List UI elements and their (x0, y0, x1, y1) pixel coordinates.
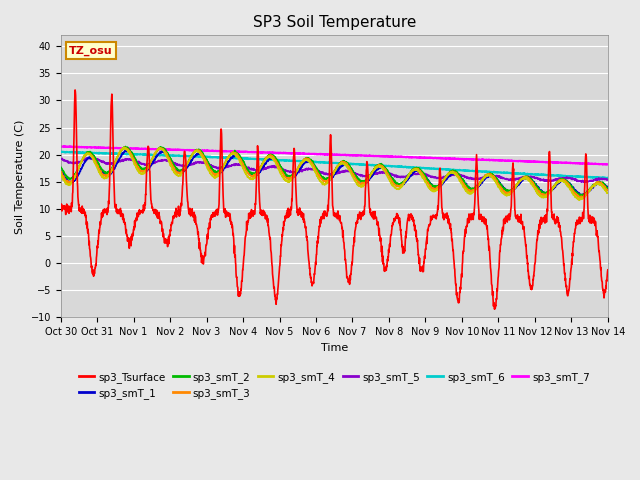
sp3_smT_3 (604, 188, 612, 193)
Line: sp3_smT_1: sp3_smT_1 (61, 150, 608, 196)
sp3_smT_3 (571, 190, 579, 196)
sp3_smT_3 (493, 179, 501, 185)
sp3_Tsurface (71, 87, 79, 93)
Legend: sp3_Tsurface, sp3_smT_1, sp3_smT_2, sp3_smT_3, sp3_smT_4, sp3_smT_5, sp3_smT_6, : sp3_Tsurface, sp3_smT_1, sp3_smT_2, sp3_… (74, 368, 594, 403)
sp3_Tsurface (604, 267, 612, 273)
sp3_smT_2 (604, 186, 612, 192)
sp3_smT_3 (556, 177, 563, 183)
sp3_smT_6 (601, 175, 609, 181)
sp3_smT_4 (604, 190, 612, 196)
sp3_smT_5 (581, 179, 589, 185)
sp3_smT_6 (210, 154, 218, 160)
sp3_Tsurface (362, 177, 370, 183)
sp3_smT_2 (556, 178, 563, 183)
sp3_smT_2 (122, 144, 129, 149)
sp3_smT_2 (579, 193, 586, 199)
sp3_Tsurface (491, 306, 499, 312)
sp3_smT_1 (210, 169, 218, 175)
sp3_smT_6 (362, 162, 370, 168)
sp3_smT_7 (350, 152, 358, 158)
Line: sp3_smT_2: sp3_smT_2 (61, 146, 608, 196)
sp3_smT_6 (604, 175, 612, 180)
sp3_smT_5 (604, 177, 612, 182)
sp3_smT_4 (493, 182, 501, 188)
Line: sp3_smT_3: sp3_smT_3 (61, 147, 608, 198)
sp3_smT_7 (604, 162, 612, 168)
sp3_smT_3 (362, 179, 370, 185)
sp3_smT_3 (210, 171, 218, 177)
sp3_smT_7 (556, 160, 563, 166)
sp3_smT_2 (350, 170, 358, 176)
sp3_smT_7 (60, 144, 67, 149)
sp3_smT_7 (57, 144, 65, 149)
sp3_smT_3 (579, 195, 586, 201)
sp3_smT_4 (210, 174, 218, 180)
sp3_Tsurface (556, 223, 564, 228)
sp3_smT_7 (604, 162, 611, 168)
sp3_smT_4 (362, 180, 370, 186)
sp3_smT_1 (556, 179, 563, 185)
sp3_smT_5 (87, 155, 95, 160)
sp3_smT_5 (350, 170, 358, 176)
X-axis label: Time: Time (321, 343, 348, 353)
sp3_smT_6 (57, 149, 65, 155)
sp3_Tsurface (572, 226, 579, 232)
sp3_smT_7 (210, 148, 218, 154)
sp3_smT_6 (493, 169, 501, 175)
sp3_smT_1 (57, 168, 65, 173)
sp3_smT_5 (210, 163, 218, 169)
sp3_smT_7 (493, 157, 501, 163)
sp3_Tsurface (493, 285, 501, 290)
sp3_smT_3 (57, 169, 65, 175)
Line: sp3_smT_7: sp3_smT_7 (61, 146, 608, 165)
sp3_smT_3 (120, 144, 128, 150)
sp3_smT_1 (362, 180, 370, 185)
sp3_smT_1 (350, 171, 358, 177)
sp3_smT_1 (578, 193, 586, 199)
sp3_Tsurface (57, 202, 65, 208)
sp3_smT_5 (556, 176, 563, 181)
sp3_Tsurface (350, 235, 358, 240)
sp3_smT_5 (57, 156, 65, 162)
Title: SP3 Soil Temperature: SP3 Soil Temperature (253, 15, 416, 30)
sp3_smT_2 (210, 168, 218, 174)
sp3_smT_1 (604, 185, 612, 191)
sp3_smT_5 (493, 173, 501, 179)
sp3_smT_2 (493, 177, 501, 182)
Y-axis label: Soil Temperature (C): Soil Temperature (C) (15, 119, 25, 233)
Line: sp3_smT_5: sp3_smT_5 (61, 157, 608, 182)
sp3_smT_4 (120, 145, 127, 151)
sp3_smT_5 (571, 176, 579, 182)
Line: sp3_Tsurface: sp3_Tsurface (61, 90, 608, 309)
sp3_smT_2 (571, 189, 579, 194)
sp3_smT_2 (362, 177, 370, 182)
sp3_smT_4 (556, 179, 563, 184)
sp3_smT_7 (362, 153, 370, 159)
sp3_smT_1 (123, 147, 131, 153)
sp3_smT_4 (571, 193, 579, 199)
sp3_smT_2 (57, 165, 65, 170)
sp3_smT_4 (57, 171, 65, 177)
sp3_smT_7 (571, 160, 579, 166)
sp3_smT_6 (556, 173, 563, 179)
sp3_smT_4 (575, 197, 583, 203)
sp3_smT_6 (571, 173, 579, 179)
sp3_smT_1 (493, 176, 501, 182)
sp3_Tsurface (210, 210, 218, 216)
Line: sp3_smT_4: sp3_smT_4 (61, 148, 608, 200)
sp3_smT_6 (59, 149, 67, 155)
Line: sp3_smT_6: sp3_smT_6 (61, 152, 608, 178)
sp3_smT_5 (362, 173, 370, 179)
sp3_smT_1 (571, 187, 579, 193)
Text: TZ_osu: TZ_osu (69, 46, 113, 56)
sp3_smT_3 (350, 173, 358, 179)
sp3_smT_4 (350, 176, 358, 182)
sp3_smT_6 (350, 161, 358, 167)
